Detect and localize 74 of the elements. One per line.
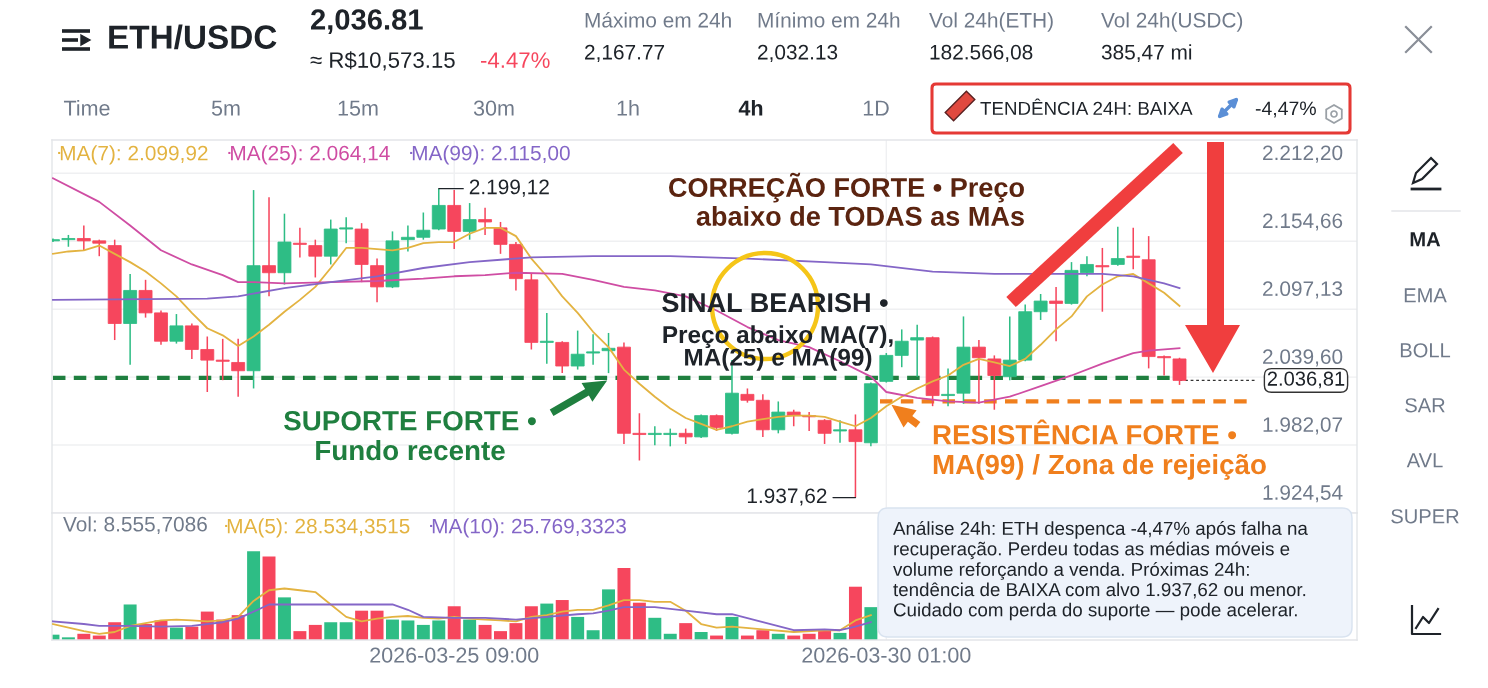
bar	[123, 604, 137, 640]
bar	[478, 624, 492, 640]
bar	[308, 624, 322, 640]
bar	[447, 606, 461, 640]
bar	[401, 620, 415, 640]
text: 15m	[338, 100, 378, 116]
text: 2,032.13	[758, 44, 838, 63]
y-tick-label: 2.212,20	[1263, 145, 1343, 163]
text: -4.47%	[480, 52, 550, 68]
chart-title: ETH/USDC	[109, 24, 277, 50]
y-tick-label: 2.039,60	[1263, 349, 1343, 367]
ref-line-label: 2.036,81	[1267, 371, 1345, 389]
bar	[432, 620, 446, 640]
bar	[463, 619, 477, 640]
text: AVL	[1406, 453, 1443, 468]
bar	[679, 623, 693, 640]
annotation: CORREÇÃO FORTE • Preço abaixo de TODAS as MAs	[669, 172, 1024, 226]
text: 4h	[738, 99, 763, 116]
bar	[509, 623, 523, 640]
y-tick-label: 2.097,13	[1263, 281, 1343, 299]
legend-label: MA(10): 25.769,3323	[432, 518, 626, 538]
text: Máximo em 24h	[585, 12, 731, 28]
bar	[185, 626, 199, 640]
legend-label: MA(5): 28.534,3515	[227, 518, 410, 538]
text: 182.566,08	[930, 44, 1033, 63]
bar	[277, 597, 291, 640]
text: 1D	[863, 100, 889, 116]
bar	[247, 551, 261, 640]
bar	[324, 622, 338, 640]
bar	[756, 630, 770, 640]
bar	[571, 616, 585, 640]
text: SAR	[1405, 398, 1445, 413]
annotation: Análise 24h: ETH despenca -4,47% após falha na recuperação. Perdeu todas as médias móveis e volume reforçando a venda. Próximas 24h: tendência de BAIXA com alvo 1.937,62 ou menor. Cuidado com perda do suporte — pode acelerar.	[893, 521, 1308, 621]
x-tick-label: 2026-03-30 01:00	[802, 647, 971, 663]
x-tick-label: 2026-03-25 09:00	[370, 647, 539, 663]
text: SUPER	[1391, 509, 1459, 524]
text: 2,167.77	[585, 44, 665, 63]
text: 30m	[473, 100, 514, 116]
y-tick-label: 1.924,54	[1263, 485, 1343, 503]
text: Vol 24h(ETH)	[929, 12, 1053, 32]
bar	[632, 602, 646, 640]
text: Mínimo em 24h	[758, 12, 900, 28]
bar	[586, 630, 600, 640]
y-tick-label: 2.154,66	[1263, 213, 1343, 231]
text: Time	[63, 99, 110, 116]
text: 1h	[617, 99, 639, 116]
text: ≈ R$10,573.15	[310, 51, 455, 71]
ref-line-label: SUPORTE FORTE • Fundo recente	[284, 410, 536, 461]
legend-label: MA(7): 2.099,92	[60, 145, 208, 165]
text: 5m	[211, 100, 240, 116]
annotation: 1.937,62	[747, 488, 827, 506]
text: TENDÊNCIA 24H: BAIXA	[980, 98, 1193, 116]
text: 385,47 mi	[1101, 44, 1192, 63]
text: EMA	[1404, 288, 1447, 303]
bar	[339, 622, 353, 640]
text: 2,036.81	[311, 9, 423, 35]
text: -4,47%	[1255, 101, 1316, 118]
bar	[416, 624, 430, 640]
bar	[864, 607, 878, 640]
text: BOLL	[1400, 343, 1451, 358]
bar	[617, 568, 631, 640]
legend-label: MA(25): 2.064,14	[231, 145, 390, 165]
bar	[494, 631, 507, 640]
annotation: 2.199,12	[469, 179, 549, 197]
bar	[602, 589, 616, 640]
text: MA	[1410, 232, 1441, 247]
bar	[386, 619, 399, 640]
bar	[648, 617, 662, 640]
y-tick-label: 1.982,07	[1263, 417, 1343, 435]
text: Vol 24h(USDC)	[1101, 12, 1243, 32]
bar	[848, 586, 862, 640]
legend-label: MA(99): 2.115,00	[412, 145, 570, 165]
bar	[293, 631, 307, 640]
text: Vol: 8.555,7086	[63, 516, 207, 535]
